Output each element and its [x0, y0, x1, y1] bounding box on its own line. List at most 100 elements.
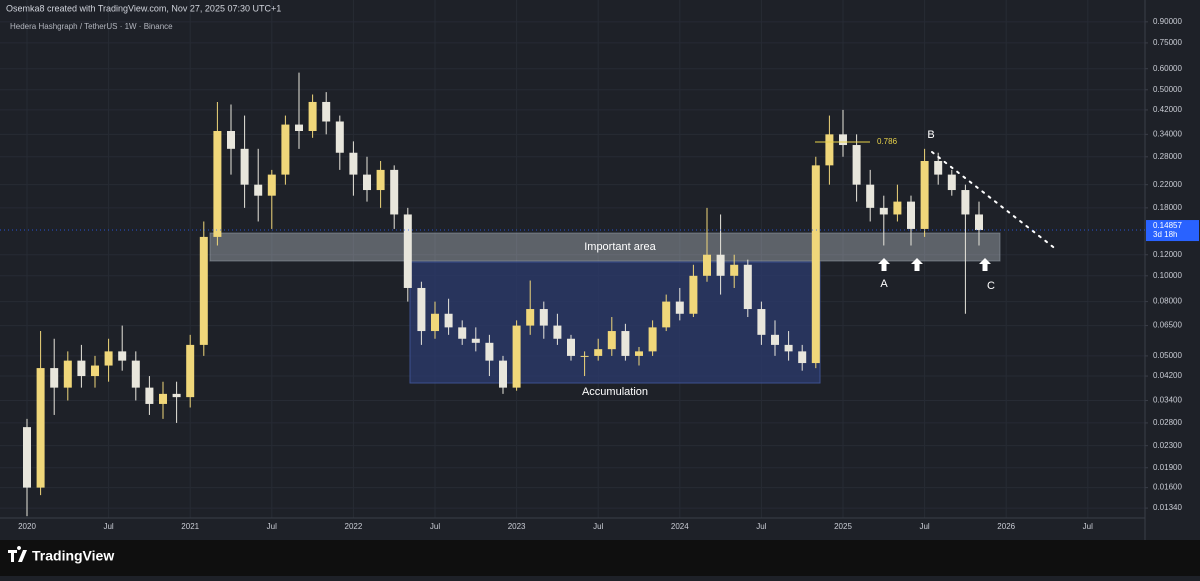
candle-body: [281, 124, 290, 175]
y-tick-label: 0.06500: [1153, 321, 1182, 330]
candle-body: [417, 287, 426, 332]
candle-body: [594, 349, 603, 356]
candle-body: [825, 134, 834, 166]
candle-body: [213, 131, 222, 237]
y-tick-label: 0.10000: [1153, 271, 1182, 280]
candle-body: [50, 368, 59, 388]
candle-body: [866, 184, 875, 208]
arrow-c: [979, 258, 991, 271]
x-tick-label: 2021: [181, 522, 199, 531]
candle-body: [295, 124, 303, 132]
x-tick-label: Jul: [267, 522, 277, 531]
symbol-title: Hedera Hashgraph / TetherUS · 1W · Binan…: [10, 22, 173, 31]
candle-body: [907, 201, 915, 229]
candle-body: [526, 309, 535, 326]
y-tick-label: 0.01900: [1153, 463, 1182, 472]
important-area-label: Important area: [584, 241, 656, 253]
candle-body: [145, 387, 154, 404]
candle-body: [431, 313, 439, 332]
candle-body: [662, 301, 671, 328]
candle-body: [879, 207, 888, 215]
important-zone: [209, 232, 1001, 262]
last-price-label: 0.14857: [1153, 221, 1182, 230]
y-tick-label: 0.12000: [1153, 250, 1182, 259]
candle-body: [730, 264, 739, 276]
arrow-b: [911, 258, 923, 271]
candle-body: [798, 351, 807, 364]
candle-body: [635, 351, 643, 356]
candle-body: [23, 427, 31, 488]
label-c: C: [987, 280, 995, 292]
candle-body: [485, 342, 494, 361]
candle-body: [186, 344, 195, 398]
x-tick-label: 2025: [834, 522, 852, 531]
candle-body: [703, 254, 711, 276]
y-tick-label: 0.90000: [1153, 17, 1182, 26]
candle-body: [648, 327, 657, 352]
y-tick-label: 0.42000: [1153, 105, 1182, 114]
candle-body: [335, 121, 344, 153]
logo-mark: [8, 546, 27, 562]
x-tick-label: Jul: [756, 522, 766, 531]
candle-body: [499, 360, 507, 388]
candle-body: [716, 254, 725, 276]
fib-label: 0.786: [877, 137, 898, 146]
candle-body: [308, 101, 317, 132]
candle-body: [553, 325, 562, 339]
y-tick-label: 0.01600: [1153, 483, 1182, 492]
candle-body: [172, 393, 181, 398]
x-tick-label: Jul: [103, 522, 113, 531]
y-tick-label: 0.18000: [1153, 203, 1182, 212]
accumulation-label: Accumulation: [582, 386, 648, 398]
candle-body: [975, 214, 983, 231]
candle-body: [743, 264, 752, 310]
axes: 0.90000 0.75000 0.60000 0.50000 0.42000 0.340…: [0, 17, 1199, 531]
trend-line: [931, 151, 1058, 251]
candle-body: [77, 360, 86, 377]
candle-body: [63, 360, 72, 388]
candle-body: [118, 351, 127, 361]
candle-body: [539, 309, 548, 326]
candle-body: [36, 368, 45, 488]
y-tick-label: 0.08000: [1153, 297, 1182, 306]
candle-body: [159, 393, 167, 404]
y-tick-label: 0.01340: [1153, 503, 1182, 512]
y-tick-label: 0.05000: [1153, 351, 1182, 360]
candle-body: [363, 174, 371, 191]
candle-body: [852, 145, 861, 185]
candle-body: [757, 309, 766, 335]
x-tick-label: 2024: [671, 522, 689, 531]
candle-body: [458, 327, 467, 339]
candle-body: [689, 275, 698, 314]
candle-body: [390, 169, 399, 215]
y-tick-label: 0.28000: [1153, 152, 1182, 161]
y-tick-label: 0.22000: [1153, 180, 1182, 189]
y-tick-label: 0.04200: [1153, 371, 1182, 380]
y-tick-label: 0.02800: [1153, 418, 1182, 427]
candle-body: [444, 313, 453, 328]
y-tick-label: 0.02300: [1153, 441, 1182, 450]
candle-body: [580, 355, 589, 357]
candle-body: [512, 325, 521, 388]
x-tick-label: Jul: [1083, 522, 1093, 531]
candle-body: [240, 148, 249, 185]
y-tick-label: 0.50000: [1153, 85, 1182, 94]
candle-body: [104, 351, 113, 366]
candle-body: [227, 131, 235, 149]
last-price-box: [1146, 220, 1199, 242]
candle-body: [267, 174, 276, 196]
candle-body: [199, 236, 208, 345]
candle-body: [322, 101, 331, 122]
arrow-a: [878, 258, 890, 271]
x-tick-label: 2023: [508, 522, 526, 531]
candle-body: [91, 365, 99, 377]
y-tick-label: 0.03400: [1153, 396, 1182, 405]
candle-body: [771, 334, 779, 345]
x-tick-label: Jul: [919, 522, 929, 531]
candle-body: [784, 344, 793, 352]
x-tick-label: 2026: [997, 522, 1015, 531]
candle-body: [621, 331, 630, 356]
candle-body: [376, 169, 385, 191]
candle-body: [961, 190, 970, 215]
